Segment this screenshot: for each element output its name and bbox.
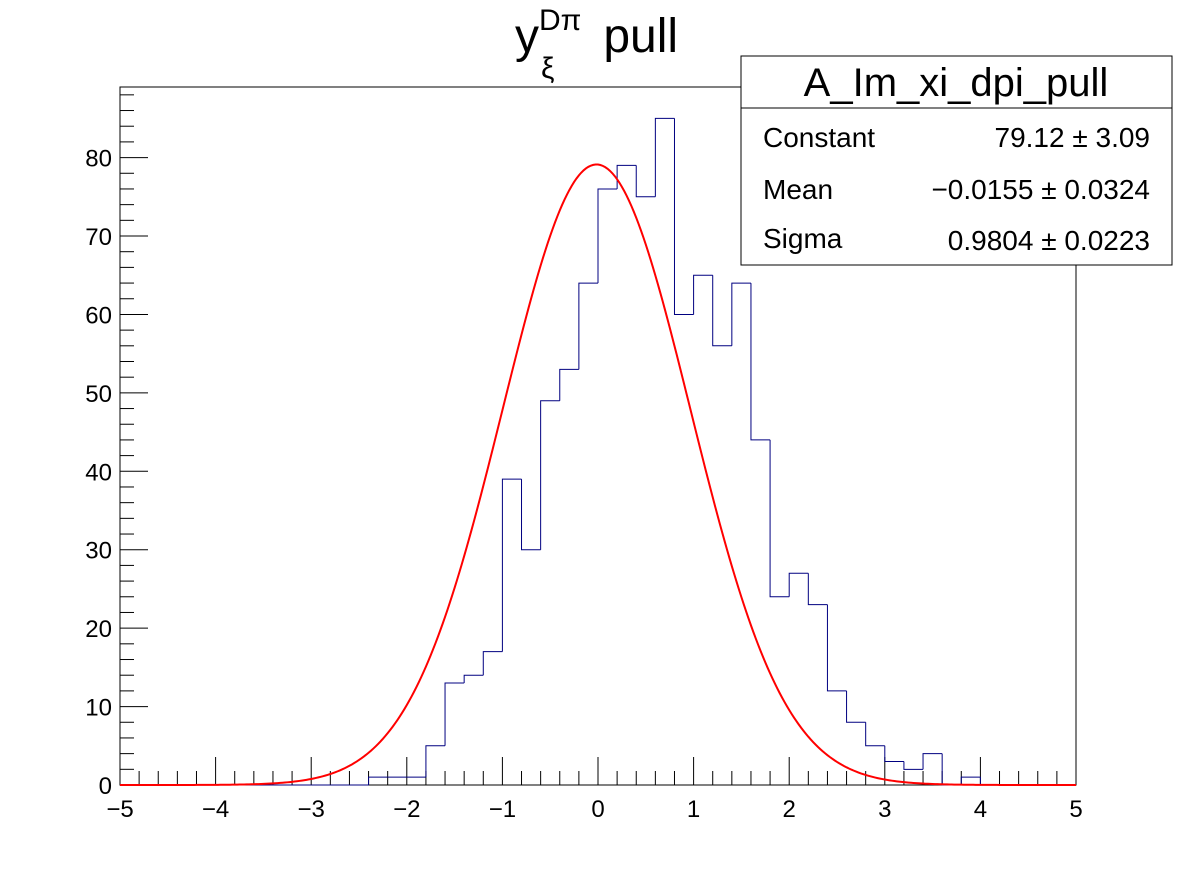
y-tick-label: 30 [85,538,112,565]
stats-mean-value: −0.0155 ± 0.0324 [931,174,1150,205]
histogram-bin [501,478,522,652]
x-tick-label: −4 [202,796,229,823]
y-tick-label: 20 [85,616,112,643]
x-tick-label: 4 [974,796,987,823]
histogram-bin [884,745,904,762]
histogram-bin [540,400,560,550]
histogram-bin [731,282,751,346]
histogram-bin [807,573,828,606]
histogram-bin [788,572,809,597]
title-subscript: ξ [541,52,554,85]
y-tick-label: 70 [85,224,112,251]
stats-box: A_Im_xi_dpi_pull Constant 79.12 ± 3.09 M… [740,55,1173,266]
title-base: y [515,10,539,63]
title-suffix: pull [590,10,678,63]
histogram-bin [846,690,866,723]
histogram-bin [616,164,637,189]
histogram-bin [482,651,503,676]
x-tick-label: −3 [298,796,325,823]
x-tick-label: −1 [489,796,516,823]
histogram-bin [960,776,981,785]
histogram-bin [635,165,656,198]
histogram-bin [712,275,732,347]
y-tick-label: 80 [85,146,112,173]
stats-sigma-label: Sigma [763,223,843,254]
histogram-bin [654,117,675,197]
histogram-bin [941,753,962,786]
histogram-bin [559,368,579,401]
stats-constant-label: Constant [763,122,875,153]
histogram-bin [425,745,446,778]
x-tick-label: 2 [783,796,796,823]
histogram-bin [979,777,1000,786]
stats-constant-value: 79.12 ± 3.09 [995,122,1151,153]
y-tick-label: 50 [85,381,112,408]
stats-box-name: A_Im_xi_dpi_pull [804,61,1109,105]
chart-title: yDπ ξ pull [515,4,678,85]
y-tick-label: 10 [85,695,112,722]
histogram-bin [826,604,847,692]
stats-mean-label: Mean [763,174,833,205]
y-tick-label: 0 [99,773,112,800]
stats-sigma-value: 0.9804 ± 0.0223 [948,225,1150,256]
x-tick-label: −5 [106,796,133,823]
y-tick-label: 40 [85,459,112,486]
histogram-bin [865,722,885,747]
x-tick-label: 1 [687,796,700,823]
histogram-bin [769,439,790,598]
histogram-bin [444,682,465,746]
title-superscript: Dπ [539,4,581,37]
x-tick-label: 3 [878,796,891,823]
histogram-bin [597,188,618,284]
histogram-bin [521,479,541,551]
stats-box-frame [740,55,1173,266]
x-tick-label: −2 [393,796,420,823]
histogram-bin [903,761,924,770]
histogram-bin [578,282,598,370]
histogram-bin [922,753,943,770]
histogram-bin [693,274,713,315]
histogram-bin [750,283,771,441]
gaussian-fit-curve [120,163,1076,786]
x-tick-label: 0 [591,796,604,823]
x-tick-label: 5 [1069,796,1082,823]
axis-ticks [119,94,1077,786]
histogram-bin [368,776,388,785]
y-tick-label: 60 [85,302,112,329]
histogram-bin [673,118,694,315]
histogram-bin [463,674,484,684]
